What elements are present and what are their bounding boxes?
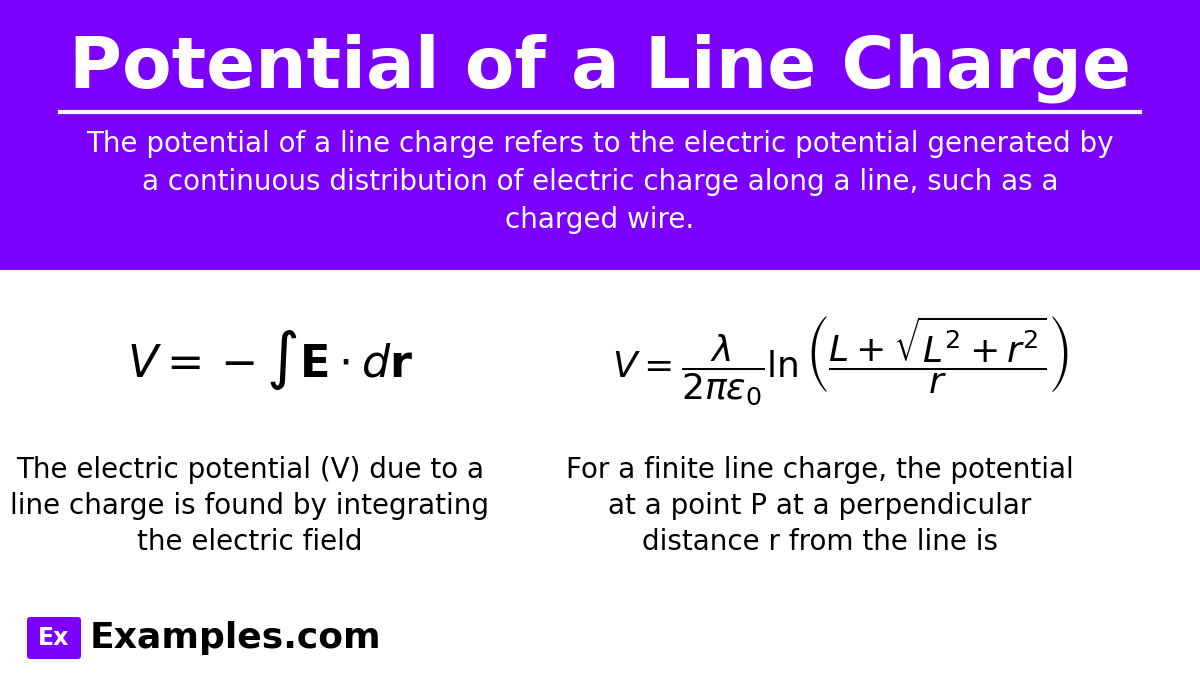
Text: a continuous distribution of electric charge along a line, such as a: a continuous distribution of electric ch… bbox=[142, 168, 1058, 196]
Text: the electric field: the electric field bbox=[137, 528, 362, 556]
Text: Ex: Ex bbox=[38, 626, 70, 650]
Text: Examples.com: Examples.com bbox=[90, 621, 382, 655]
Text: The potential of a line charge refers to the electric potential generated by: The potential of a line charge refers to… bbox=[86, 130, 1114, 158]
Text: charged wire.: charged wire. bbox=[505, 206, 695, 234]
FancyBboxPatch shape bbox=[0, 0, 1200, 270]
FancyBboxPatch shape bbox=[28, 617, 82, 659]
Text: The electric potential (V) due to a: The electric potential (V) due to a bbox=[16, 456, 484, 484]
Text: $V = \dfrac{\lambda}{2\pi\epsilon_0}\ln\left(\dfrac{L + \sqrt{L^2 + r^2}}{r}\rig: $V = \dfrac{\lambda}{2\pi\epsilon_0}\ln\… bbox=[612, 313, 1068, 406]
Text: distance r from the line is: distance r from the line is bbox=[642, 528, 998, 556]
Text: $V = -\int \mathbf{E} \cdot d\mathbf{r}$: $V = -\int \mathbf{E} \cdot d\mathbf{r}$ bbox=[127, 328, 413, 392]
Text: Potential of a Line Charge: Potential of a Line Charge bbox=[70, 33, 1132, 103]
Text: For a finite line charge, the potential: For a finite line charge, the potential bbox=[566, 456, 1074, 484]
Text: at a point P at a perpendicular: at a point P at a perpendicular bbox=[608, 492, 1032, 520]
Text: line charge is found by integrating: line charge is found by integrating bbox=[11, 492, 490, 520]
